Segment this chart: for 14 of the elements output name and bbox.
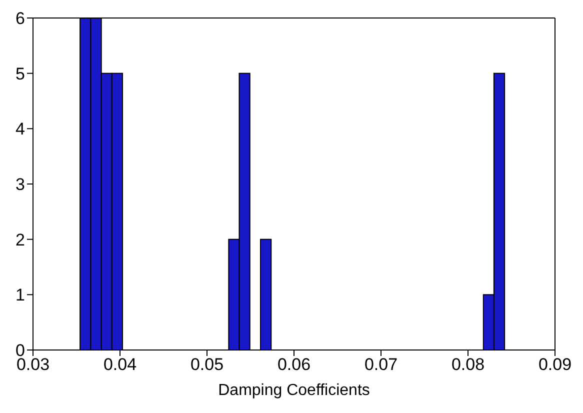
x-tick-label: 0.09 (538, 355, 572, 374)
x-tick-label: 0.05 (190, 355, 224, 374)
x-tick-label: 0.06 (277, 355, 311, 374)
x-tick-label: 0.04 (103, 355, 137, 374)
y-tick-label: 4 (16, 120, 25, 139)
y-tick-label: 6 (16, 9, 25, 28)
x-tick-label: 0.03 (16, 355, 50, 374)
x-tick-label: 0.08 (451, 355, 485, 374)
y-tick-label: 1 (16, 286, 25, 305)
y-tick-label: 3 (16, 175, 25, 194)
y-tick-label: 5 (16, 64, 25, 84)
y-tick-label: 2 (16, 230, 25, 250)
x-tick-label: 0.07 (364, 355, 398, 374)
x-axis-title: Damping Coefficients (218, 382, 370, 399)
